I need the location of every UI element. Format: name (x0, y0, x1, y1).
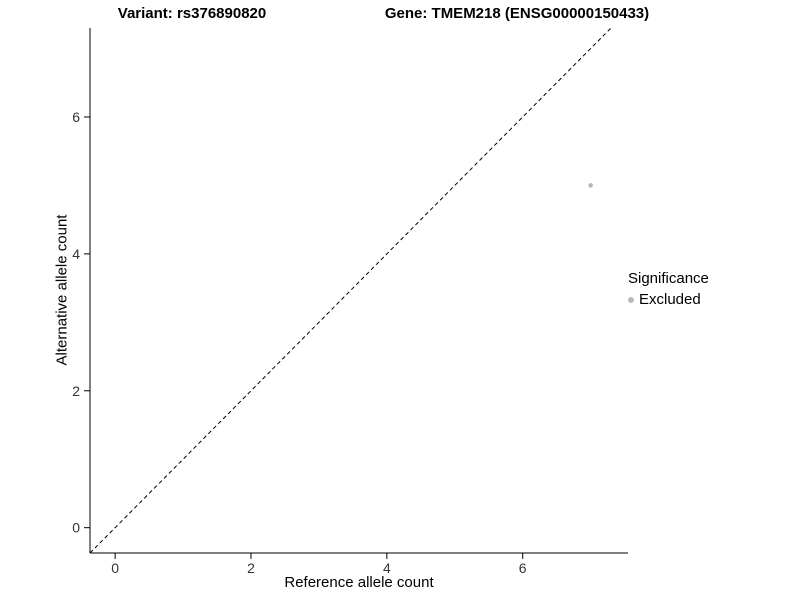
x-tick-label: 0 (111, 560, 119, 576)
plot-title-variant: Variant: rs376890820 (117, 5, 267, 22)
data-point (588, 183, 593, 188)
x-tick-label: 6 (519, 560, 527, 576)
y-axis-title: Alternative allele count (53, 214, 71, 366)
y-tick-label: 6 (72, 109, 80, 125)
legend-item-excluded: Excluded (628, 291, 709, 308)
y-tick-label: 0 (72, 520, 80, 536)
identity-line (89, 27, 612, 554)
x-tick-label: 4 (383, 560, 391, 576)
plot-title-gene: Gene: TMEM218 (ENSG00000150433) (384, 5, 650, 22)
x-tick-label: 2 (247, 560, 255, 576)
legend-item-label: Excluded (639, 291, 701, 308)
y-tick-label: 4 (72, 246, 80, 262)
y-tick-label: 2 (72, 383, 80, 399)
legend-title: Significance (628, 270, 709, 287)
legend-point-icon (628, 296, 634, 303)
legend: Significance Excluded (628, 270, 709, 308)
x-axis-title: Reference allele count (284, 574, 434, 591)
